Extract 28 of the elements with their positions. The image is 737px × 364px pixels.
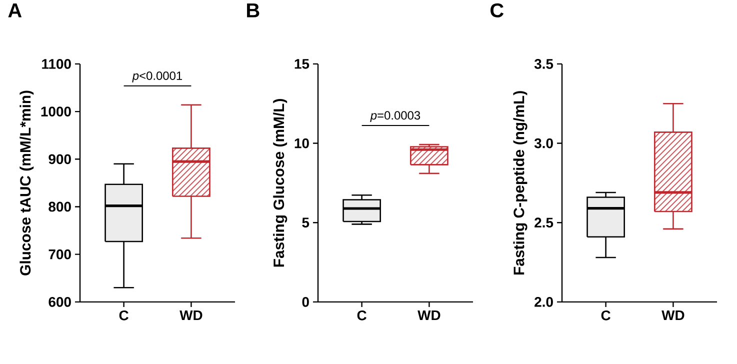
x-tick-label: WD (662, 310, 684, 320)
annotation: p<0.0001 (132, 72, 182, 82)
y-tick-label: 700 (48, 249, 71, 260)
y-tick-label: 3.5 (534, 59, 554, 69)
y-tick-label: 3.0 (534, 138, 553, 148)
chart-title: B (247, 4, 260, 18)
annotation: p=0.0003 (370, 111, 420, 122)
y-tick-label: 2.0 (534, 297, 553, 307)
y-axis-title: Fasting Glucose (mM/L) (273, 99, 288, 267)
y-tick-label: 900 (48, 154, 71, 164)
y-axis-title: Fasting C-peptide (ng/mL) (513, 91, 528, 275)
x-tick-label: C (601, 310, 610, 320)
x-tick-label: WD (418, 310, 440, 320)
y-tick-label: 1100 (42, 59, 71, 69)
chart-title: A (8, 4, 22, 18)
x-tick-label: WD (180, 310, 202, 320)
y-tick-label: 800 (48, 202, 71, 212)
y-tick-label: 600 (48, 297, 71, 307)
x-tick-label: C (119, 310, 128, 320)
y-tick-label: 15 (294, 59, 310, 69)
y-tick-label: 5 (302, 218, 310, 228)
y-tick-label: 2.5 (534, 218, 554, 228)
x-tick-label: C (357, 310, 366, 320)
y-tick-label: 0 (302, 297, 309, 307)
y-axis-title: Glucose tAUC (mM/L*min) (20, 90, 34, 276)
y-tick-label: 1000 (41, 106, 71, 117)
chart-title: C (490, 3, 504, 18)
y-tick-label: 10 (294, 138, 309, 148)
